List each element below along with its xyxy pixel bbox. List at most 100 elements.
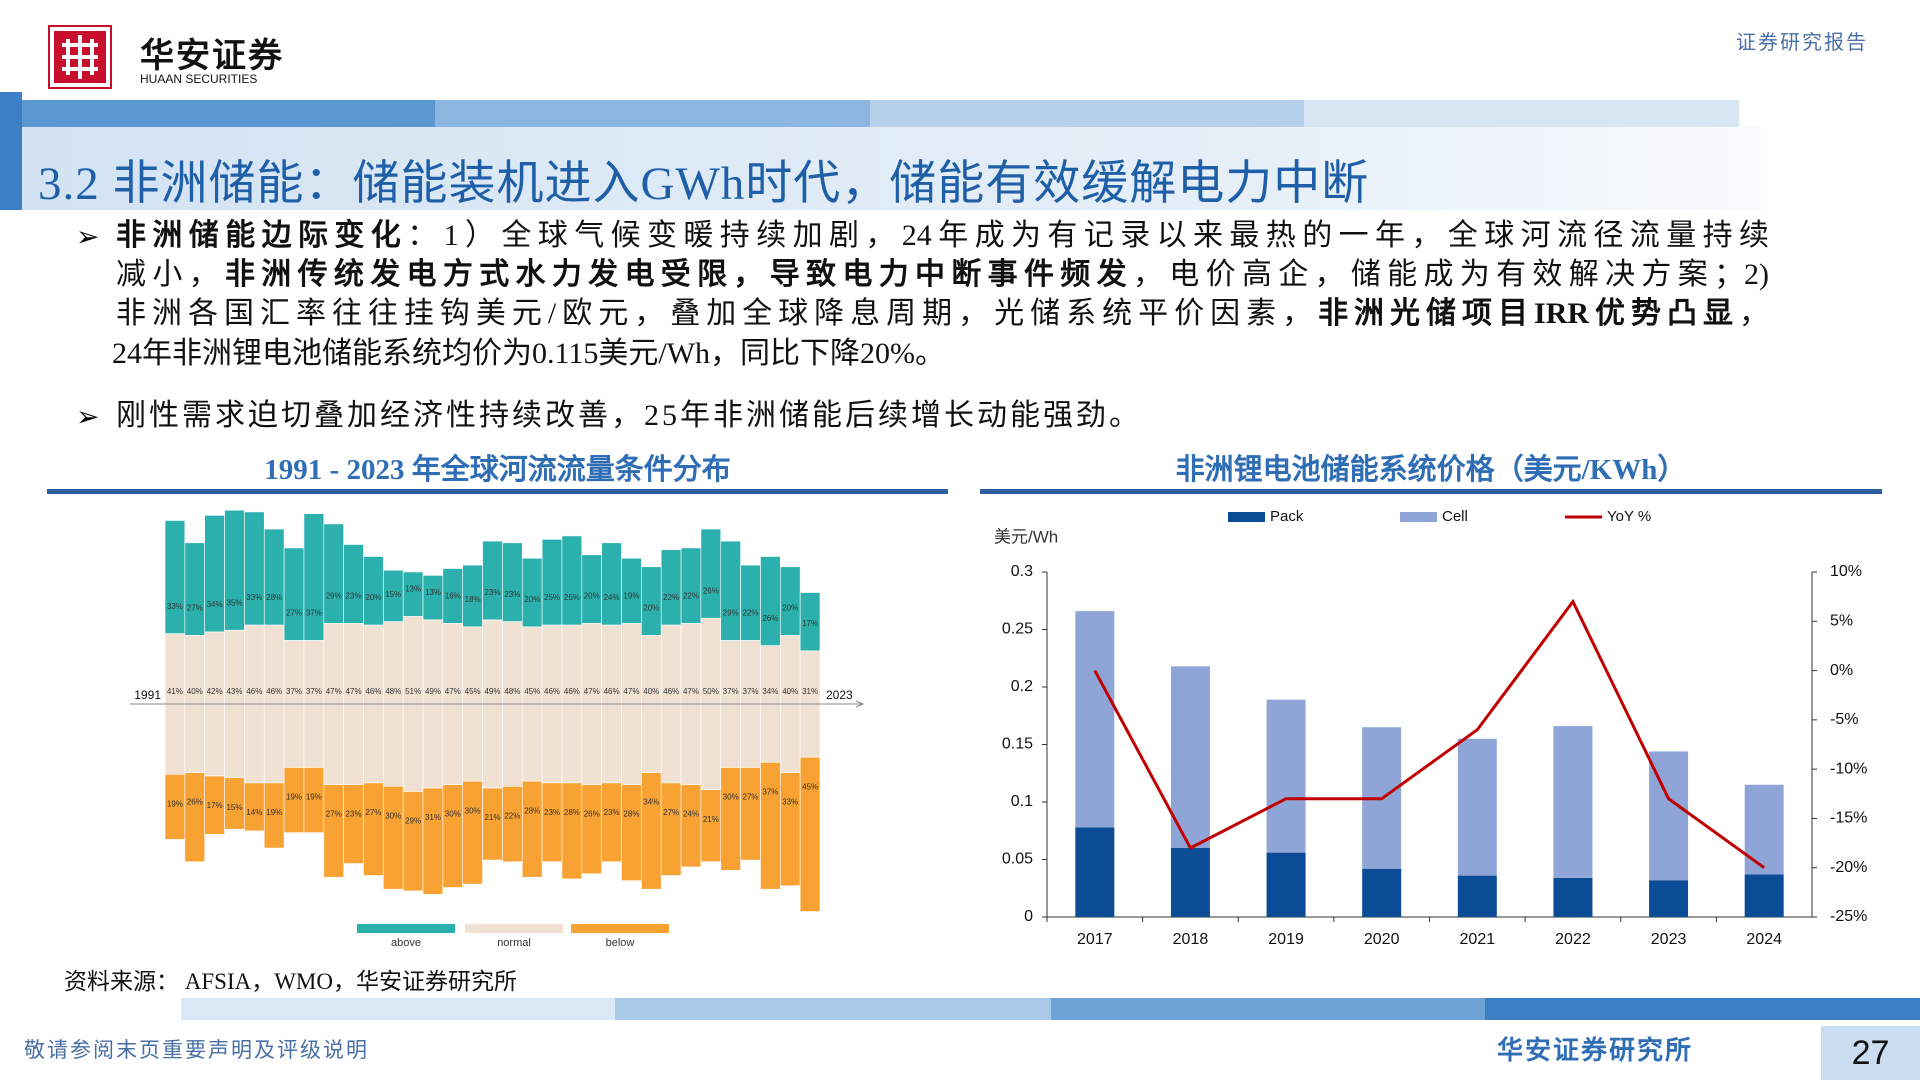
- data-label: 37%: [762, 787, 778, 796]
- data-label: 49%: [484, 687, 500, 696]
- disclaimer: 敬请参阅末页重要声明及评级说明: [24, 1038, 369, 1062]
- y2-tick-label: 0%: [1830, 662, 1853, 679]
- data-label: 28%: [623, 810, 639, 819]
- below-bar: [184, 772, 205, 863]
- bullet-line: 非洲各国汇率往往挂钩美元/欧元，叠加全球降息周期，光储系统平价因素，非洲光储项目…: [116, 294, 1769, 334]
- data-label: 46%: [266, 687, 282, 696]
- data-label: 45%: [465, 687, 481, 696]
- data-label: 37%: [306, 609, 322, 618]
- band-segment: [181, 998, 615, 1020]
- below-bar: [601, 782, 622, 863]
- above-bar: [740, 564, 761, 641]
- data-label: 18%: [465, 595, 481, 604]
- y2-tick-label: 10%: [1830, 563, 1862, 580]
- bar: [1266, 852, 1306, 917]
- data-label: 43%: [226, 687, 242, 696]
- above-bar: [660, 549, 682, 626]
- below-bar: [343, 784, 364, 864]
- above-bar: [323, 523, 344, 624]
- data-label: 47%: [683, 687, 699, 696]
- data-label: 22%: [743, 609, 759, 618]
- below-bar: [700, 789, 722, 863]
- above-bar: [502, 542, 523, 622]
- data-label: 27%: [326, 810, 342, 819]
- logo-name: 华安证券: [140, 38, 284, 75]
- below-bar: [621, 784, 642, 881]
- y2-tick-label: -10%: [1830, 760, 1867, 777]
- below-bar: [720, 767, 741, 871]
- bar: [1553, 877, 1593, 917]
- bar: [1744, 784, 1784, 875]
- bar: [1457, 875, 1497, 917]
- bullet-marker: ➢: [76, 222, 100, 253]
- y2-tick-label: -20%: [1830, 859, 1867, 876]
- data-label: 17%: [802, 619, 818, 628]
- bullet-marker: ➢: [76, 402, 100, 433]
- data-label: 50%: [703, 687, 719, 696]
- below-bar: [780, 772, 801, 887]
- legend-swatch: [571, 924, 669, 933]
- above-bar: [680, 547, 702, 624]
- slide-title: 3.2 非洲储能：储能装机进入GWh时代，储能有效缓解电力中断: [38, 158, 1370, 210]
- y-tick-label: 0.25: [1002, 621, 1033, 638]
- bold-text: 非洲储能边际变化: [116, 219, 408, 252]
- below-bar: [740, 767, 761, 861]
- above-bar: [402, 571, 424, 617]
- data-label: 22%: [663, 593, 679, 602]
- line: [1093, 598, 1766, 869]
- band-segment: [1485, 998, 1920, 1020]
- above-bar: [303, 513, 325, 641]
- data-label: 13%: [405, 585, 421, 594]
- data-label: 46%: [246, 687, 262, 696]
- data-label: 45%: [524, 687, 540, 696]
- data-label: 20%: [782, 604, 798, 613]
- bold-text: 非洲传统发电方式水力发电受限，导致电力中断事件频发: [224, 258, 1133, 291]
- above-bar: [343, 544, 364, 624]
- y-tick-label: 0.1: [1011, 793, 1033, 810]
- data-label: 26%: [703, 586, 719, 595]
- above-bar: [164, 520, 186, 634]
- data-label: 35%: [226, 598, 242, 607]
- x-tick-label: 2020: [1364, 931, 1400, 948]
- logo-sub: HUAAN SECURITIES: [140, 72, 258, 86]
- below-bar: [521, 780, 543, 878]
- below-bar: [442, 784, 464, 888]
- y2-tick-label: 5%: [1830, 613, 1853, 630]
- data-label: 45%: [802, 782, 818, 791]
- below-bar: [581, 784, 602, 875]
- band-segment: [22, 100, 435, 127]
- data-label: 37%: [306, 687, 322, 696]
- below-bar: [680, 784, 702, 868]
- data-label: 26%: [187, 798, 203, 807]
- above-bar: [422, 575, 444, 621]
- data-label: 46%: [564, 687, 580, 696]
- above-bar: [561, 535, 583, 626]
- data-label: 27%: [743, 793, 759, 802]
- bullet-line: 刚性需求迫切叠加经济性持续改善，25年非洲储能后续增长动能强劲。: [116, 396, 1769, 436]
- below-bar: [502, 786, 523, 863]
- bullet-line: 非洲储能边际变化：1）全球气候变暖持续加剧，24年成为有记录以来最热的一年，全球…: [116, 216, 1769, 256]
- above-bar: [700, 528, 722, 619]
- data-label: 27%: [663, 808, 679, 817]
- title-band: [22, 127, 1761, 210]
- data-label: 26%: [584, 810, 600, 819]
- y-unit-label: 美元/Wh: [994, 527, 1058, 546]
- below-bar: [383, 786, 404, 890]
- data-label: 19%: [167, 799, 183, 808]
- data-label: 27%: [365, 808, 381, 817]
- side-bar: [0, 92, 22, 210]
- data-label: 33%: [167, 602, 183, 611]
- below-bar: [402, 791, 424, 892]
- data-label: 19%: [306, 793, 322, 802]
- title-rule: [47, 489, 948, 494]
- x-end-label: 1991: [134, 688, 161, 702]
- band-segment: [435, 100, 870, 127]
- data-label: 49%: [425, 687, 441, 696]
- data-label: 51%: [405, 687, 421, 696]
- band-segment: [870, 100, 1304, 127]
- data-label: 23%: [604, 808, 620, 817]
- below-bar: [363, 782, 384, 876]
- data-label: 46%: [604, 687, 620, 696]
- data-label: 15%: [385, 590, 401, 599]
- legend-label: Cell: [1442, 508, 1468, 525]
